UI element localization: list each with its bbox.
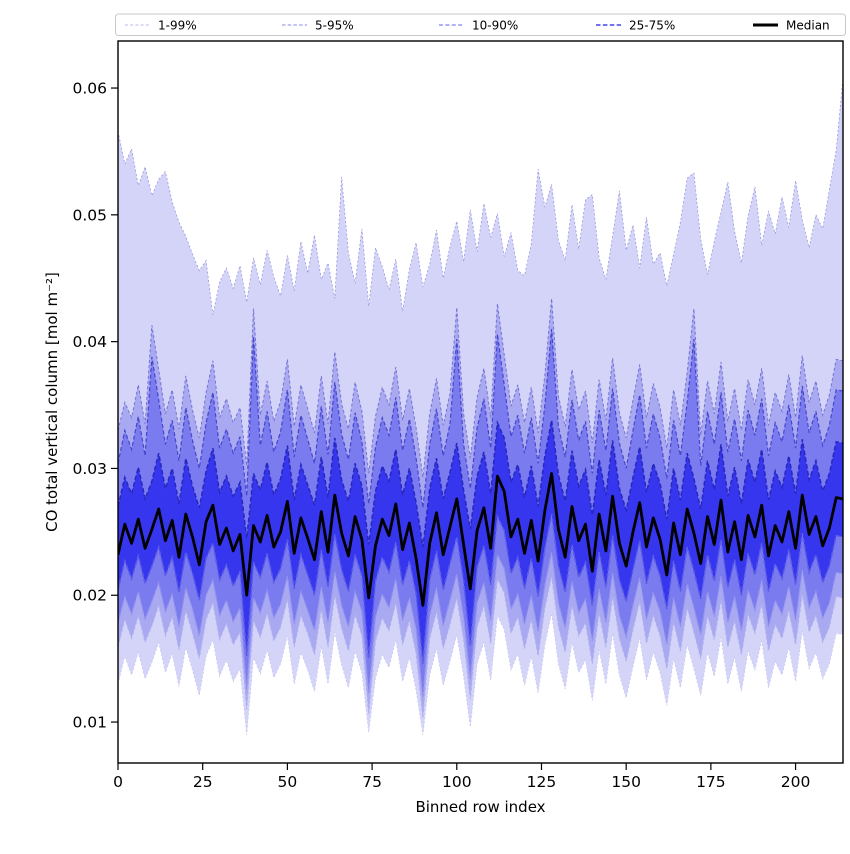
percentile-line-p75 (118, 419, 843, 548)
y-tick-label-0.01: 0.01 (72, 714, 107, 732)
legend-label-1-99%: 1-99% (158, 19, 197, 33)
x-tick-label-175: 175 (696, 773, 726, 791)
y-tick-label-0.05: 0.05 (72, 206, 107, 224)
median-line (118, 472, 843, 607)
band-fills (118, 77, 843, 735)
percentile-line-p1 (118, 612, 843, 735)
x-tick-label-100: 100 (442, 773, 472, 791)
percentile-line-p5 (118, 576, 843, 719)
axes: 0 25 50 75 100 125 150 175 200 0.01 0.02 0.03 0.04 0.… (43, 40, 844, 816)
y-tick-label-0.03: 0.03 (72, 460, 107, 478)
x-tick-label-200: 200 (781, 773, 811, 791)
legend-item-Median: Median (753, 19, 830, 33)
x-tick-label-0: 0 (113, 773, 123, 791)
x-axis-label: Binned row index (415, 798, 545, 816)
y-tick-label-0.02: 0.02 (72, 587, 107, 605)
legend-label-5-95%: 5-95% (315, 19, 354, 33)
legend-label-Median: Median (786, 19, 830, 33)
x-tick-label-150: 150 (611, 773, 641, 791)
x-tick-label-25: 25 (193, 773, 213, 791)
band-edges (118, 77, 843, 735)
legend-item-5-95%: 5-95% (282, 19, 354, 33)
legend-item-10-90%: 10-90% (439, 19, 518, 33)
legend-item-25-75%: 25-75% (596, 19, 675, 33)
legend: 1-99% 5-95% 10-90% 25-75% Median (115, 13, 846, 36)
x-tick-label-125: 125 (527, 773, 557, 791)
y-tick-label-0.04: 0.04 (72, 333, 107, 351)
band-fill-25-75% (118, 420, 843, 664)
plot-spines (117, 40, 844, 764)
percentile-line-p25 (118, 513, 843, 664)
legend-box (115, 13, 846, 36)
y-tick-label-0.06: 0.06 (72, 80, 107, 98)
legend-label-10-90%: 10-90% (472, 19, 518, 33)
percentile-line-p10 (118, 551, 843, 699)
legend-item-1-99%: 1-99% (125, 19, 197, 33)
legend-label-25-75%: 25-75% (629, 19, 675, 33)
percentile-line-p95 (118, 298, 843, 478)
y-axis-label: CO total vertical column [mol m⁻²] (43, 272, 61, 532)
x-tick-label-75: 75 (362, 773, 382, 791)
x-tick-label-50: 50 (278, 773, 298, 791)
